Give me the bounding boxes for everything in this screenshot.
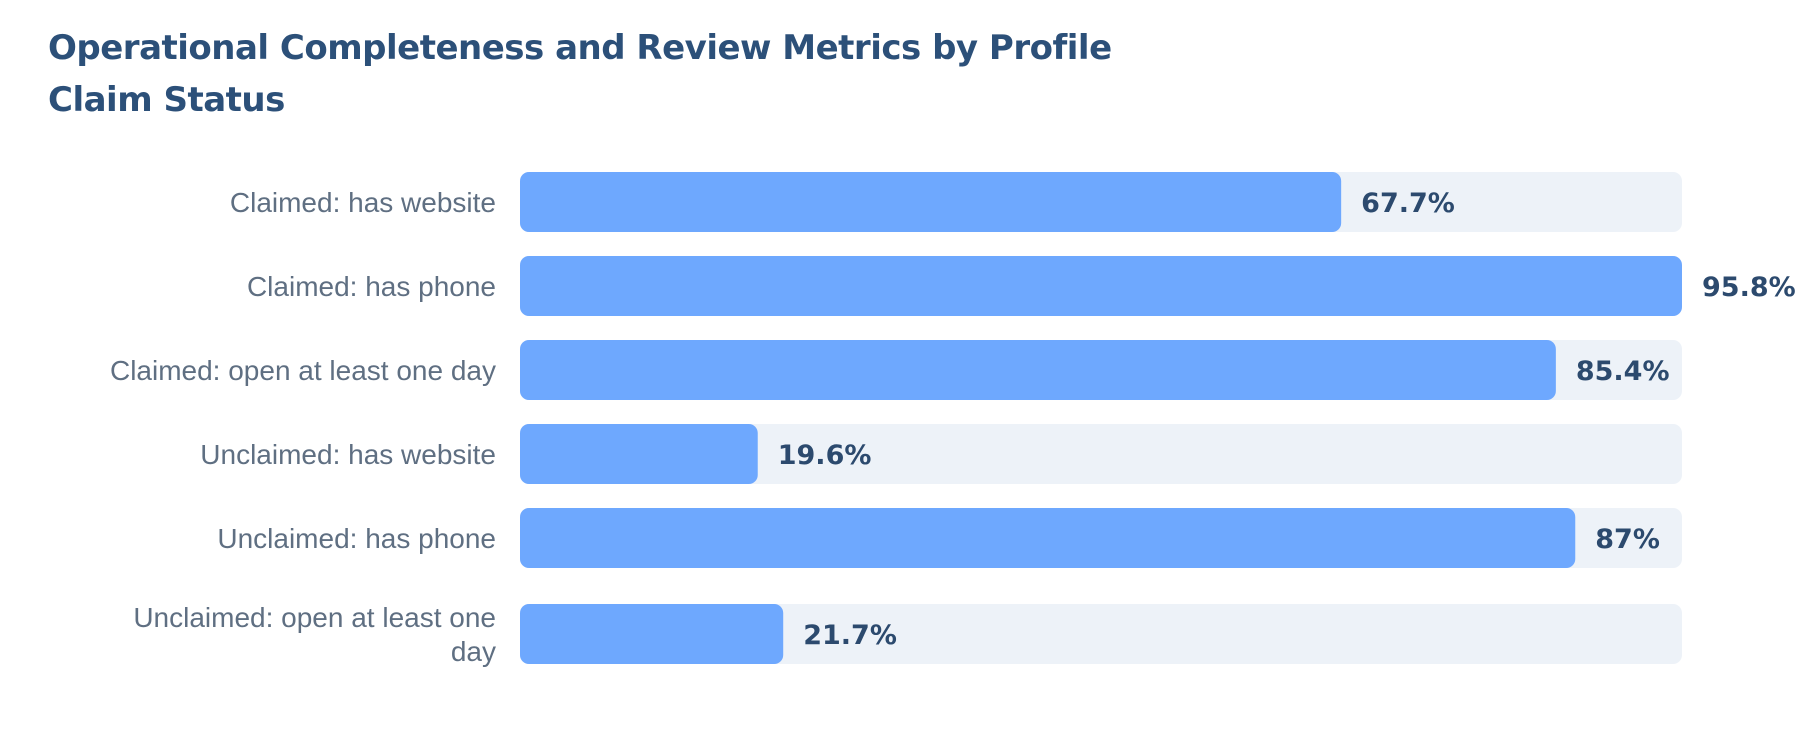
category-label: Claimed: open at least one day — [110, 355, 496, 386]
bar — [520, 508, 1576, 568]
category-label: Claimed: has website — [230, 187, 496, 218]
data-label: 95.8% — [1702, 272, 1796, 303]
data-label: 67.7% — [1361, 188, 1455, 219]
data-label: 87% — [1595, 524, 1660, 555]
bar — [520, 604, 784, 664]
category-label: Unclaimed: has website — [200, 439, 496, 470]
data-label: 21.7% — [803, 620, 897, 651]
bar — [520, 256, 1682, 316]
category-label: Claimed: has phone — [247, 271, 496, 302]
bar — [520, 340, 1556, 400]
chart-title: Operational Completeness and Review Metr… — [48, 28, 1112, 120]
bar-track — [520, 604, 1682, 664]
category-label: Unclaimed: open at least one day — [133, 602, 496, 667]
category-label: Unclaimed: has phone — [217, 523, 496, 554]
data-label: 19.6% — [778, 440, 872, 471]
bar-track — [520, 424, 1682, 484]
bar — [520, 424, 758, 484]
bar — [520, 172, 1342, 232]
data-label: 85.4% — [1576, 356, 1670, 387]
